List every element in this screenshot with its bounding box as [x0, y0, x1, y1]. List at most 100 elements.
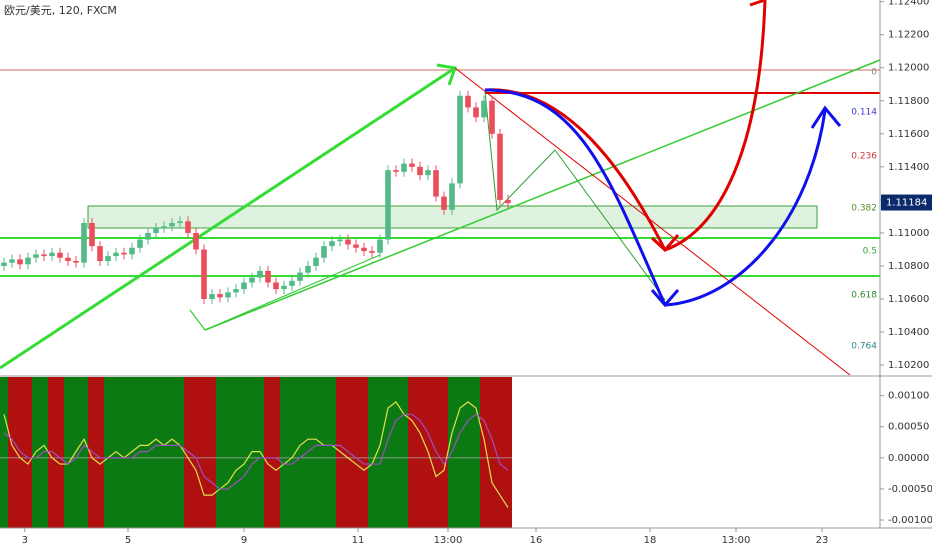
candle-body [201, 249, 207, 300]
candle-body [105, 256, 111, 262]
osc-stripe [208, 377, 216, 528]
y-tick-label: 1.10400 [888, 327, 929, 338]
path-arrow [484, 91, 666, 301]
osc-stripe [336, 377, 344, 528]
candle-body [497, 133, 503, 200]
candle-body [17, 259, 23, 265]
osc-stripe [240, 377, 248, 528]
oscillator-panel [0, 377, 512, 528]
candle-body [9, 259, 15, 263]
candle-body [169, 223, 175, 227]
osc-stripe [320, 377, 328, 528]
osc-stripe [48, 377, 56, 528]
osc-stripe [416, 377, 424, 528]
osc-stripe [352, 377, 360, 528]
y-tick-label: -0.00050 [888, 484, 932, 495]
candle-body [449, 183, 455, 210]
candle-body [1, 262, 7, 266]
candle-body [393, 170, 399, 172]
osc-stripe [440, 377, 448, 528]
candle-body [465, 95, 471, 108]
x-tick-label: 5 [125, 535, 131, 546]
osc-stripe [16, 377, 24, 528]
x-tick-label: 16 [530, 535, 543, 546]
candle-body [361, 247, 367, 252]
candle-body [489, 100, 495, 134]
y-tick-label: 0.00100 [888, 391, 929, 402]
osc-stripe [392, 377, 400, 528]
candle-body [153, 227, 159, 233]
osc-stripe [280, 377, 288, 528]
osc-stripe [312, 377, 320, 528]
candle-body [505, 199, 511, 204]
candle-body [33, 254, 39, 258]
osc-stripe [376, 377, 384, 528]
candle-body [209, 294, 215, 300]
fib-label: 0.382 [851, 204, 877, 214]
candle-body [441, 196, 447, 210]
osc-stripe [216, 377, 224, 528]
osc-stripe [264, 377, 272, 528]
candle-body [425, 170, 431, 176]
y-tick-label: 1.11400 [888, 162, 929, 173]
y-tick-label: 1.11000 [888, 228, 929, 239]
curve-arrow [484, 88, 667, 306]
candle-body [481, 100, 487, 118]
osc-stripe [40, 377, 48, 528]
arrow-head [810, 105, 842, 129]
candle-body [65, 257, 71, 262]
candle-body [129, 247, 135, 255]
candle-body [257, 270, 263, 278]
y-tick-label: 0.00000 [888, 453, 929, 464]
osc-stripe [304, 377, 312, 528]
candle-body [41, 254, 47, 257]
candle-body [121, 252, 127, 255]
candle-body [417, 166, 423, 176]
osc-stripe [344, 377, 352, 528]
candle-body [241, 282, 247, 290]
osc-stripe [96, 377, 104, 528]
y-tick-label: 1.10600 [888, 294, 929, 305]
osc-stripe [200, 377, 208, 528]
osc-stripe [504, 377, 512, 528]
osc-stripe [8, 377, 16, 528]
candle-body [281, 285, 287, 290]
candle-body [473, 107, 479, 118]
osc-stripe [224, 377, 232, 528]
osc-stripe [288, 377, 296, 528]
candle-body [313, 257, 319, 266]
candle-body [57, 252, 63, 258]
osc-stripe [360, 377, 368, 528]
y-tick-label: 1.11600 [888, 129, 929, 140]
osc-stripe [368, 377, 376, 528]
candle-body [145, 232, 151, 240]
osc-stripe [80, 377, 88, 528]
price-panel [0, 0, 881, 376]
y-tick-label: 1.12000 [888, 63, 929, 74]
y-tick-label: 1.10200 [888, 360, 929, 371]
candle-body [233, 289, 239, 293]
candle-body [321, 246, 327, 258]
last-price-box [881, 194, 932, 211]
osc-stripe [160, 377, 168, 528]
osc-stripe [0, 377, 8, 528]
osc-stripe [232, 377, 240, 528]
candle-body [225, 292, 231, 298]
osc-stripe [192, 377, 200, 528]
candle-body [377, 239, 383, 253]
candle-body [49, 252, 55, 257]
x-tick-label: 9 [241, 535, 247, 546]
candle-body [401, 163, 407, 172]
osc-stripe [464, 377, 472, 528]
candle-body [249, 277, 255, 283]
y-tick-label: -0.00100 [888, 515, 932, 526]
candle-body [305, 265, 311, 273]
candle-body [81, 223, 87, 263]
osc-stripe [328, 377, 336, 528]
trend-arrow [0, 66, 456, 370]
candle-body [457, 95, 463, 184]
osc-stripe [144, 377, 152, 528]
osc-stripe [88, 377, 96, 528]
arrow-head [749, 0, 766, 7]
y-tick-label: 1.10800 [888, 261, 929, 272]
